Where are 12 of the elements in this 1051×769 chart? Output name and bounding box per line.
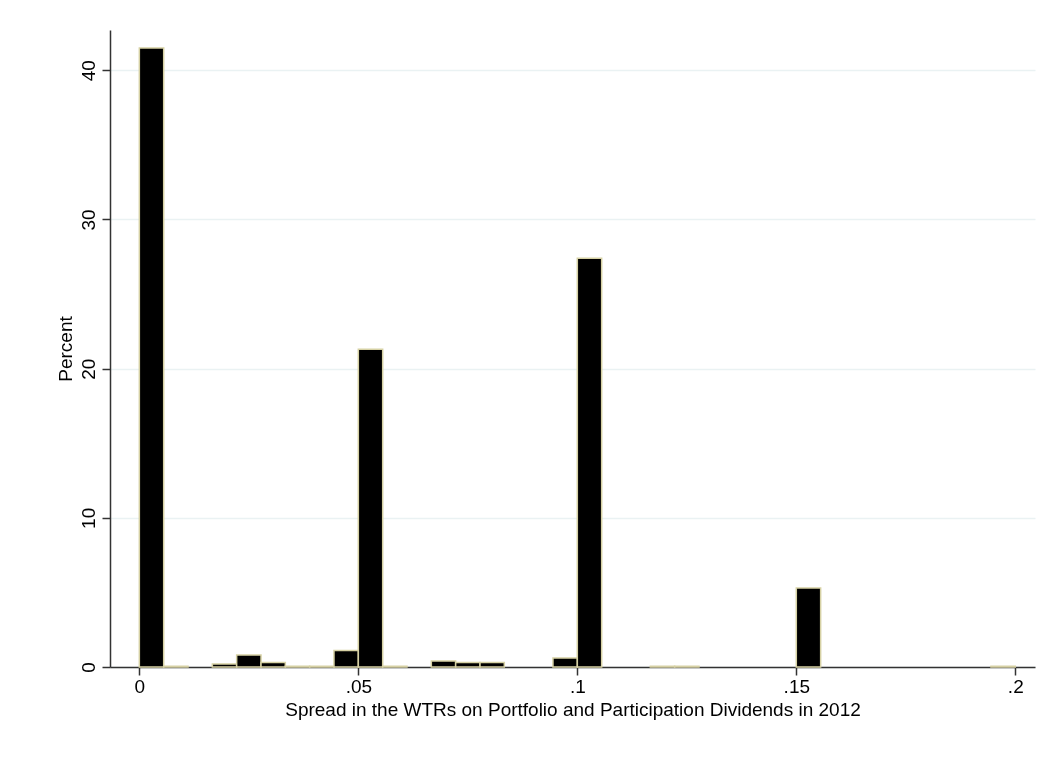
x-tick-label: .2 [1007, 675, 1024, 697]
x-tick-label: .05 [345, 675, 373, 697]
x-axis-title: Spread in the WTRs on Portfolio and Participation Dividends in 2012 [285, 698, 861, 720]
x-tick-label: 0 [134, 675, 146, 697]
x-tick-label: .1 [569, 675, 586, 697]
y-tick-label: 20 [77, 358, 99, 380]
x-tick-label: .15 [783, 675, 811, 697]
y-tick-label: 10 [77, 507, 99, 529]
y-axis-title: Percent [54, 315, 76, 382]
y-tick-label: 30 [77, 209, 99, 231]
y-tick-label: 40 [77, 60, 99, 82]
y-tick-label: 0 [77, 662, 99, 673]
